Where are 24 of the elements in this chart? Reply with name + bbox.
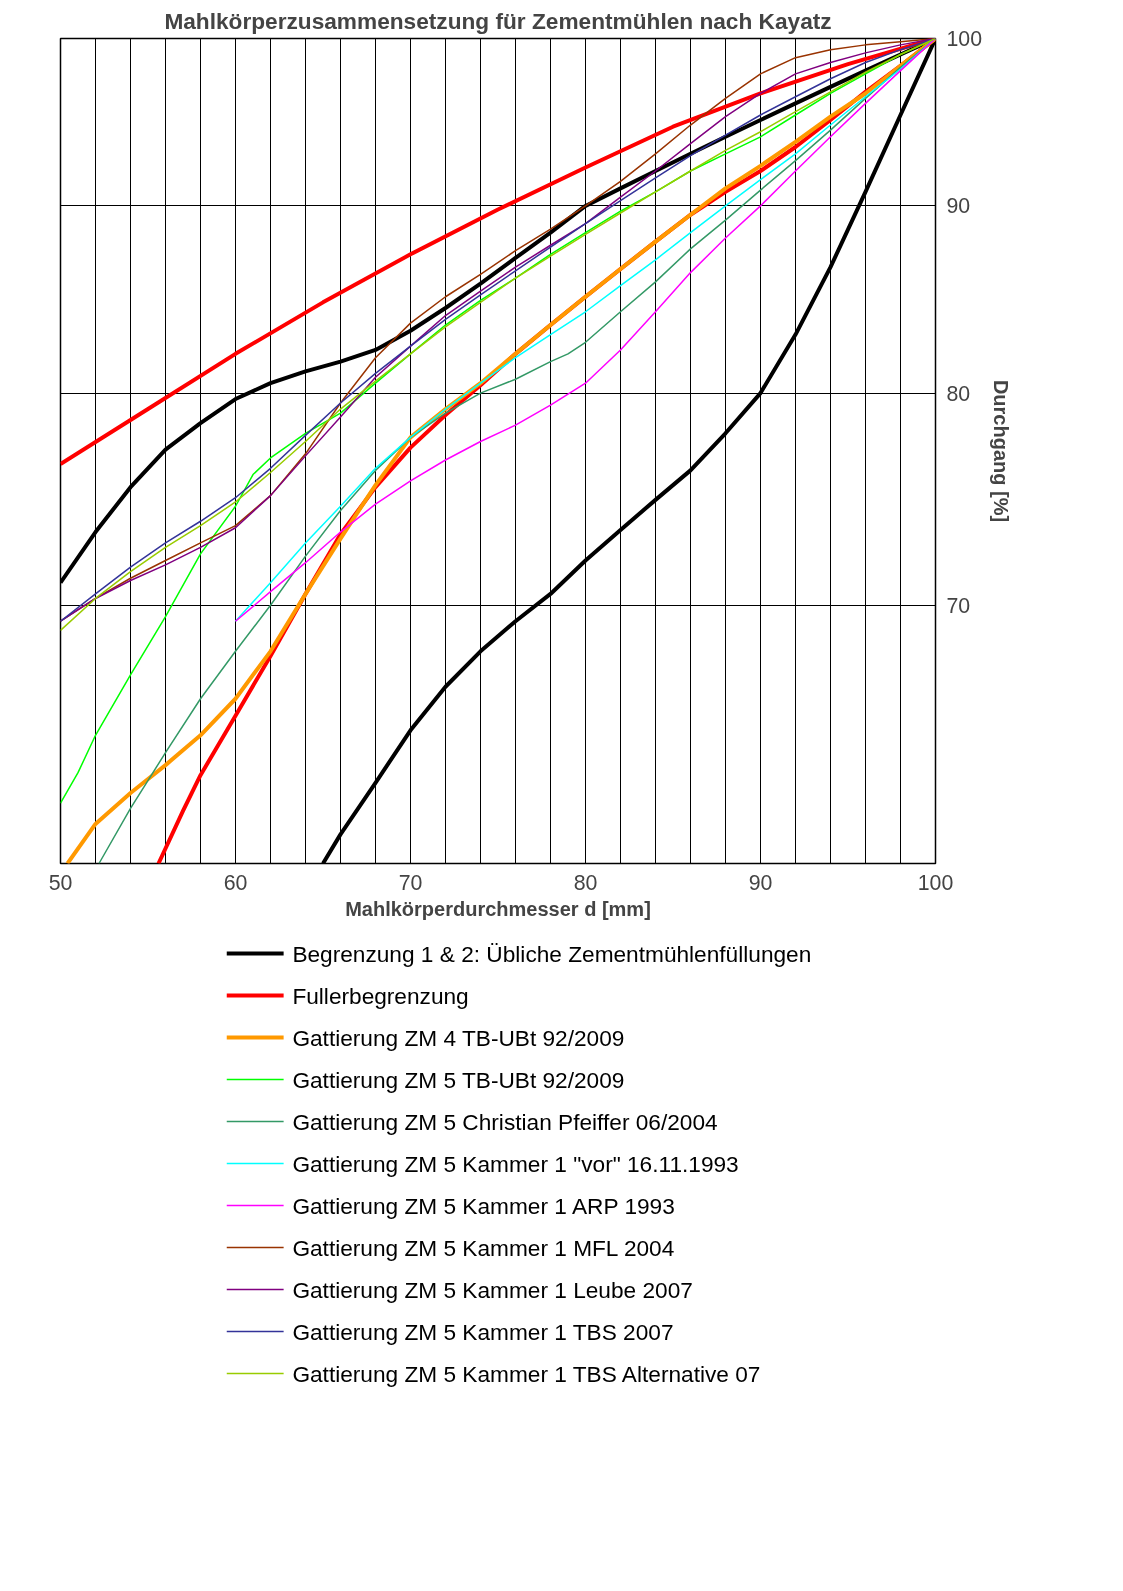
legend-label: Gattierung ZM 5 TB-UBt 92/2009 xyxy=(292,1066,625,1093)
chart-title: Mahlkörperzusammensetzung für Zementmühlen nach Kayatz xyxy=(164,7,832,34)
legend-label: Fullerbegrenzung xyxy=(292,982,469,1009)
legend-label: Gattierung ZM 5 Kammer 1 Leube 2007 xyxy=(292,1276,693,1303)
x-tick-label: 100 xyxy=(917,870,954,895)
legend-label: Gattierung ZM 5 Kammer 1 TBS Alternative 07 xyxy=(292,1360,761,1387)
x-tick-label: 50 xyxy=(48,870,73,895)
y-tick-label: 100 xyxy=(946,27,983,51)
x-tick-label: 60 xyxy=(223,870,248,895)
y-tick-label: 80 xyxy=(946,381,971,406)
legend-label: Gattierung ZM 5 Kammer 1 TBS 2007 xyxy=(292,1318,674,1345)
x-tick-label: 90 xyxy=(748,870,773,895)
x-axis-title: Mahlkörperdurchmesser d [mm] xyxy=(345,897,651,920)
x-tick-label: 70 xyxy=(398,870,423,895)
legend-label: Gattierung ZM 4 TB-UBt 92/2009 xyxy=(292,1024,625,1051)
y-axis-title: Durchgang [%] xyxy=(990,379,1013,523)
x-tick-label: 80 xyxy=(573,870,598,895)
legend-label: Gattierung ZM 5 Kammer 1 MFL 2004 xyxy=(292,1234,675,1261)
legend-label: Gattierung ZM 5 Christian Pfeiffer 06/2004 xyxy=(292,1108,718,1135)
y-tick-label: 70 xyxy=(946,593,971,618)
legend-label: Gattierung ZM 5 Kammer 1 "vor" 16.11.1993 xyxy=(292,1150,739,1177)
legend-label: Gattierung ZM 5 Kammer 1 ARP 1993 xyxy=(292,1192,675,1219)
legend-label: Begrenzung 1 & 2: Übliche Zementmühlenfüllungen xyxy=(292,940,812,967)
y-tick-label: 90 xyxy=(946,194,971,219)
